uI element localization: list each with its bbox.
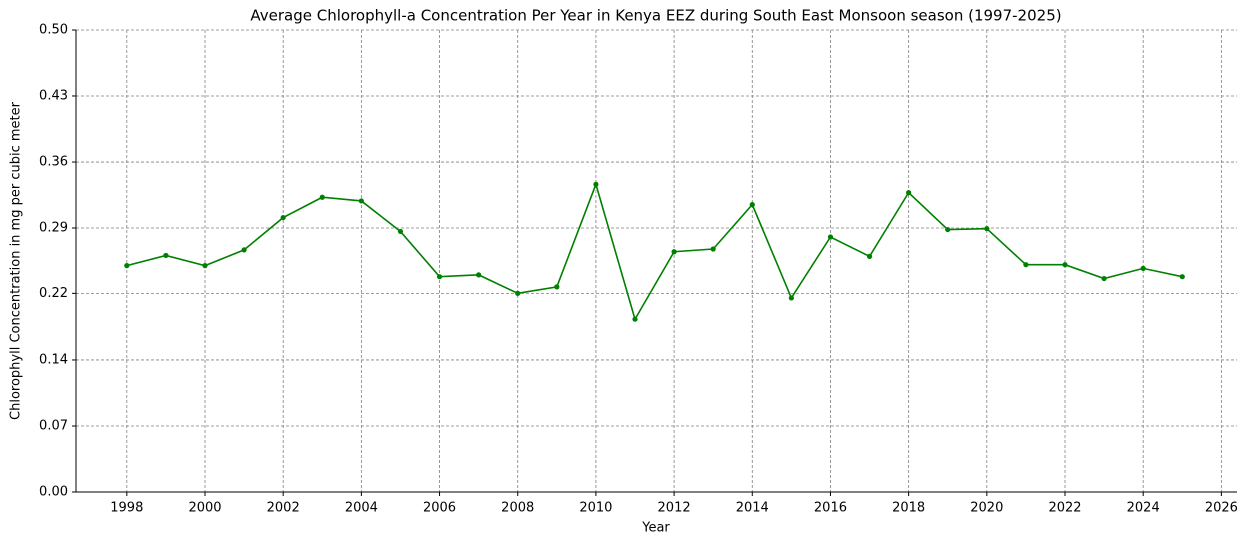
y-tick-label: 0.22 bbox=[39, 286, 68, 301]
y-tick-label: 0.29 bbox=[39, 221, 68, 236]
x-tick-label: 1998 bbox=[110, 501, 143, 516]
x-tick-label: 2018 bbox=[892, 501, 925, 516]
marker bbox=[554, 284, 560, 290]
marker bbox=[593, 181, 599, 187]
marker bbox=[1062, 262, 1068, 268]
marker bbox=[436, 274, 443, 280]
marker bbox=[476, 272, 482, 278]
marker bbox=[749, 202, 755, 208]
chart-title: Average Chlorophyll-a Concentration Per … bbox=[250, 7, 1061, 25]
y-tick-label: 0.36 bbox=[39, 155, 68, 170]
marker bbox=[163, 252, 169, 259]
marker bbox=[515, 290, 521, 296]
marker bbox=[788, 295, 794, 301]
marker bbox=[1023, 262, 1029, 268]
marker bbox=[1140, 265, 1146, 271]
x-tick-label: 2026 bbox=[1205, 501, 1238, 516]
x-tick-label: 2002 bbox=[267, 501, 300, 516]
x-tick-label: 2000 bbox=[188, 501, 221, 516]
x-tick-label: 2020 bbox=[970, 501, 1003, 516]
y-tick-label: 0.00 bbox=[39, 485, 68, 500]
marker bbox=[358, 198, 364, 204]
x-axis-label: Year bbox=[641, 521, 670, 536]
x-tick-label: 2006 bbox=[423, 501, 456, 516]
marker bbox=[319, 194, 325, 200]
marker bbox=[1101, 275, 1107, 282]
marker bbox=[241, 247, 247, 253]
marker bbox=[866, 253, 873, 259]
y-tick-label: 0.43 bbox=[39, 88, 68, 103]
x-tick-label: 2022 bbox=[1048, 501, 1081, 516]
y-tick-label: 0.50 bbox=[39, 23, 68, 38]
y-tick-label: 0.14 bbox=[39, 352, 68, 367]
x-tick-label: 2024 bbox=[1127, 501, 1160, 516]
marker bbox=[945, 226, 951, 233]
marker bbox=[906, 190, 912, 196]
marker bbox=[124, 263, 130, 269]
x-tick-label: 2010 bbox=[579, 501, 612, 516]
y-tick-label: 0.07 bbox=[39, 419, 68, 434]
marker bbox=[1179, 274, 1185, 280]
marker bbox=[827, 234, 834, 240]
marker bbox=[984, 226, 990, 232]
marker bbox=[710, 246, 716, 252]
marker bbox=[280, 214, 286, 221]
x-tick-label: 2004 bbox=[345, 501, 378, 516]
marker bbox=[632, 316, 638, 322]
x-tick-label: 2016 bbox=[814, 501, 847, 516]
x-tick-label: 2008 bbox=[501, 501, 534, 516]
x-tick-label: 2014 bbox=[736, 501, 769, 516]
y-axis-label: Chlorophyll Concentration in mg per cubi… bbox=[9, 101, 24, 420]
marker bbox=[671, 249, 677, 255]
x-tick-label: 2012 bbox=[658, 501, 691, 516]
marker bbox=[397, 228, 404, 235]
line bbox=[126, 181, 1183, 322]
marker bbox=[202, 263, 208, 269]
